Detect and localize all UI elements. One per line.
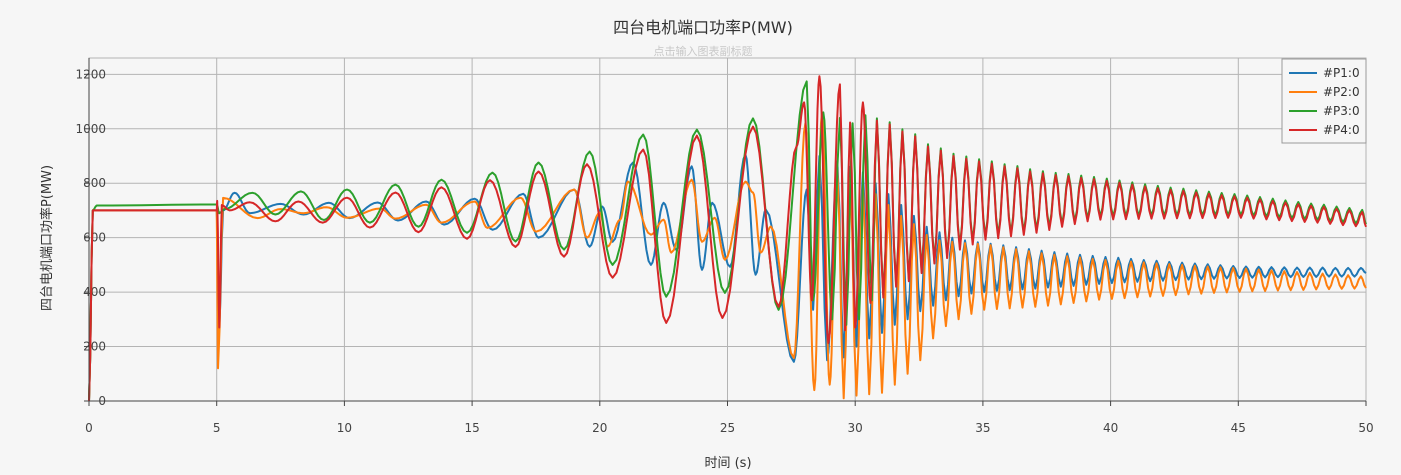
legend-label: #P3:0 bbox=[1323, 104, 1360, 118]
legend-label: #P2:0 bbox=[1323, 85, 1360, 99]
series-lines bbox=[88, 75, 1367, 402]
y-tick-label: 400 bbox=[83, 285, 106, 299]
x-tick-label: 25 bbox=[720, 421, 735, 435]
x-tick-label: 5 bbox=[213, 421, 221, 435]
x-tick-label: 0 bbox=[85, 421, 93, 435]
y-tick-label: 1200 bbox=[75, 67, 106, 81]
legend-item-p4[interactable]: #P4:0 bbox=[1289, 123, 1360, 137]
x-tick-label: 50 bbox=[1358, 421, 1373, 435]
y-tick-label: 600 bbox=[83, 231, 106, 245]
chart-subtitle[interactable]: 点击输入图表副标题 bbox=[654, 44, 753, 58]
x-axis-title: 时间 (s) bbox=[704, 456, 751, 471]
legend-label: #P4:0 bbox=[1323, 123, 1360, 137]
series-line-p4 bbox=[88, 75, 1367, 402]
legend-item-p2[interactable]: #P2:0 bbox=[1289, 85, 1360, 99]
chart-title: 四台电机端口功率P(MW) bbox=[613, 18, 793, 37]
x-tick-label: 15 bbox=[464, 421, 479, 435]
y-tick-label: 200 bbox=[83, 340, 106, 354]
legend-item-p1[interactable]: #P1:0 bbox=[1289, 66, 1360, 80]
y-axis-title: 四台电机端口功率P(MW) bbox=[39, 165, 55, 311]
legend-label: #P1:0 bbox=[1323, 66, 1360, 80]
legend: #P1:0 #P2:0 #P3:0 #P4:0 bbox=[1281, 58, 1367, 144]
y-tick-label: 1000 bbox=[75, 122, 106, 136]
legend-item-p3[interactable]: #P3:0 bbox=[1289, 104, 1360, 118]
x-tick-label: 35 bbox=[975, 421, 990, 435]
x-tick-label: 40 bbox=[1103, 421, 1118, 435]
x-tick-label: 30 bbox=[848, 421, 863, 435]
grid bbox=[84, 57, 1367, 406]
x-tick-label: 45 bbox=[1231, 421, 1246, 435]
x-tick-label: 20 bbox=[592, 421, 607, 435]
y-tick-label: 800 bbox=[83, 176, 106, 190]
x-tick-label: 10 bbox=[337, 421, 352, 435]
